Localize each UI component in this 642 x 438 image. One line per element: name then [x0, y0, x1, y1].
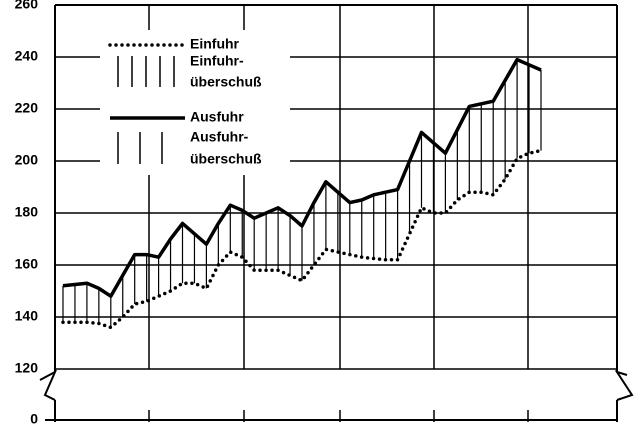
axis-break-right	[614, 370, 634, 401]
y-tick-label: 160	[15, 256, 39, 272]
y-tick-label: 180	[15, 204, 39, 220]
legend-label: Einfuhr-	[190, 53, 244, 69]
y-tick-label: 120	[15, 360, 39, 376]
frame	[39, 4, 634, 422]
legend-box	[100, 30, 290, 175]
legend-label: überschuß	[190, 74, 262, 90]
y-tick-label: 200	[15, 152, 39, 168]
y-tick-label: 240	[15, 48, 39, 64]
legend-label: Ausfuhr-	[190, 129, 249, 145]
y-tick-label: 0	[30, 411, 38, 427]
axis-break-left	[39, 369, 58, 401]
legend: Einfuhr Ausfuhr Einfuhr-überschuß Ausfuhr-ü…	[108, 36, 262, 167]
legend-label: Einfuhr	[190, 36, 240, 52]
legend-label: Ausfuhr	[190, 109, 244, 125]
y-tick-label: 220	[15, 100, 39, 116]
series-line	[61, 148, 543, 330]
series-line	[62, 57, 542, 298]
legend-label: überschuß	[190, 151, 262, 167]
y-tick-label: 140	[15, 308, 39, 324]
plot	[45, 4, 617, 421]
y-tick-label: 260	[15, 0, 39, 12]
